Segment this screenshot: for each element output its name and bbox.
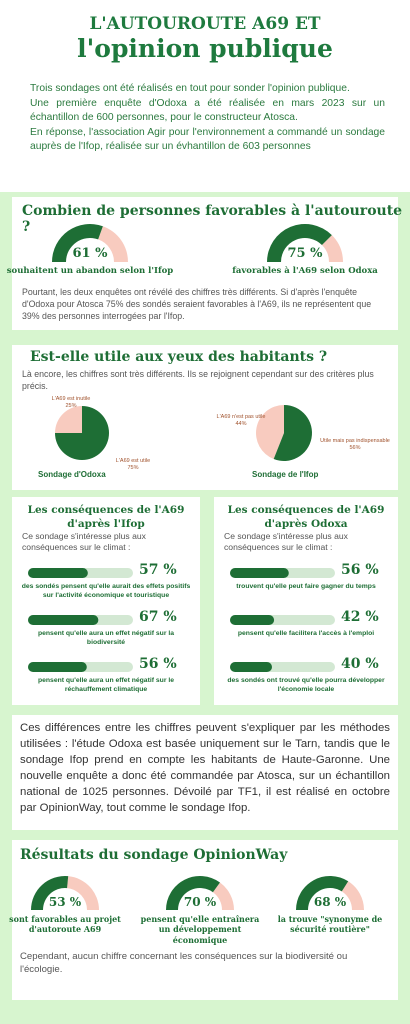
- pie-slice: [55, 406, 82, 433]
- bar-value: 56 %: [139, 656, 177, 672]
- gauge-label: 68 %: [313, 895, 347, 909]
- gauge-value: [267, 224, 332, 262]
- panel: [12, 715, 398, 830]
- pie-value: 44%: [235, 421, 247, 427]
- section-title: Résultats du sondage OpinionWay: [20, 847, 288, 863]
- gauge-caption: pensent qu'elle entraînera un développem…: [140, 914, 260, 945]
- bar: [28, 615, 99, 625]
- gauge-label: 61 %: [72, 246, 108, 261]
- paragraph: Ces différences entre les chiffres peuve…: [20, 722, 390, 814]
- bar: [28, 568, 88, 578]
- panel: [12, 197, 398, 330]
- pie-slice: [55, 406, 109, 460]
- section-title: Les conséquences de l'A69 d'après l'Ifop: [27, 504, 185, 531]
- gauge-track: [212, 882, 234, 910]
- pie-label: L'A69 est inutile: [51, 396, 91, 402]
- gauge-track: [341, 881, 364, 910]
- bar-label: des sondés pensent qu'elle aurait des ef…: [21, 583, 191, 599]
- pie-slice: [273, 405, 312, 462]
- paragraph: Une première enquête d'Odoxa a été réali…: [30, 97, 385, 124]
- bar: [230, 568, 289, 578]
- gauge-label: 70 %: [183, 895, 217, 909]
- pie-caption: Sondage d'Odoxa: [38, 470, 106, 479]
- bar: [230, 662, 272, 672]
- bar-value: 67 %: [139, 609, 177, 625]
- gauge-label: 53 %: [48, 895, 82, 909]
- paragraph: Cependant, aucun chiffre concernant les …: [20, 951, 348, 976]
- title: L'AUTOUROUTE A69 ET: [89, 14, 321, 34]
- panel: [12, 840, 398, 1000]
- gauge-value: [296, 876, 349, 910]
- gauge-caption: souhaitent un abandon selon l'Ifop: [6, 266, 174, 276]
- title: l'opinion publique: [77, 34, 333, 63]
- gauge-value: [52, 224, 103, 262]
- bar-label: pensent qu'elle aura un effet négatif su…: [37, 630, 175, 646]
- gauge-caption: favorables à l'A69 selon Odoxa: [232, 266, 378, 276]
- bar-value: 56 %: [341, 562, 379, 578]
- paragraph: Ce sondage s'intéresse plus aux conséque…: [22, 531, 146, 553]
- gauge-caption: sont favorables au projet d'autoroute A6…: [9, 914, 121, 935]
- paragraph: En réponse, l'association Agir pour l'en…: [30, 126, 385, 153]
- pie-caption: Sondage de l'Ifop: [252, 470, 319, 479]
- pie-label: L'A69 n'est pas utile: [216, 414, 266, 420]
- section-title: Combien de personnes favorables à l'auto…: [22, 203, 403, 235]
- gauge-track: [67, 876, 99, 910]
- paragraph: Là encore, les chiffres sont très différ…: [22, 369, 374, 392]
- section-title: Les conséquences de l'A69 d'après Odoxa: [227, 504, 385, 531]
- gauge-caption: la trouve "synonyme de sécurité routière…: [277, 914, 383, 935]
- bar-label: pensent qu'elle facilitera l'accès à l'e…: [237, 630, 375, 637]
- bar: [28, 662, 87, 672]
- gauge-track: [98, 226, 128, 262]
- bar-value: 57 %: [139, 562, 177, 578]
- pie-slice: [255, 405, 284, 460]
- intro: Trois sondages ont été réalisés en tout …: [30, 82, 385, 155]
- pie-label: L'A69 est utile: [115, 458, 151, 464]
- bar-label: trouvent qu'elle peut faire gagner du te…: [236, 583, 376, 590]
- bar-label: des sondés ont trouvé qu'elle pourra dév…: [227, 677, 385, 693]
- paragraph: Ce sondage s'intéresse plus aux conséque…: [224, 531, 348, 553]
- bar-label: pensent qu'elle aura un effet négatif su…: [37, 677, 175, 693]
- pie-value: 75%: [127, 465, 139, 471]
- section-title: Est-elle utile aux yeux des habitants ?: [30, 349, 328, 365]
- gauge-track: [321, 235, 343, 262]
- bar-value: 42 %: [341, 609, 379, 625]
- gauge-label: 75 %: [287, 246, 323, 261]
- gauge-value: [166, 875, 220, 910]
- paragraph: Trois sondages ont été réalisés en tout …: [30, 83, 350, 94]
- gauge-value: [31, 875, 69, 910]
- pie-value: 25%: [65, 403, 77, 409]
- pie-value: 56%: [349, 445, 361, 451]
- bar: [230, 615, 275, 625]
- paragraph: Pourtant, les deux enquêtes ont révélé d…: [22, 287, 372, 322]
- pie-label: Utile mais pas indispensable: [320, 438, 390, 444]
- bar-value: 40 %: [341, 656, 379, 672]
